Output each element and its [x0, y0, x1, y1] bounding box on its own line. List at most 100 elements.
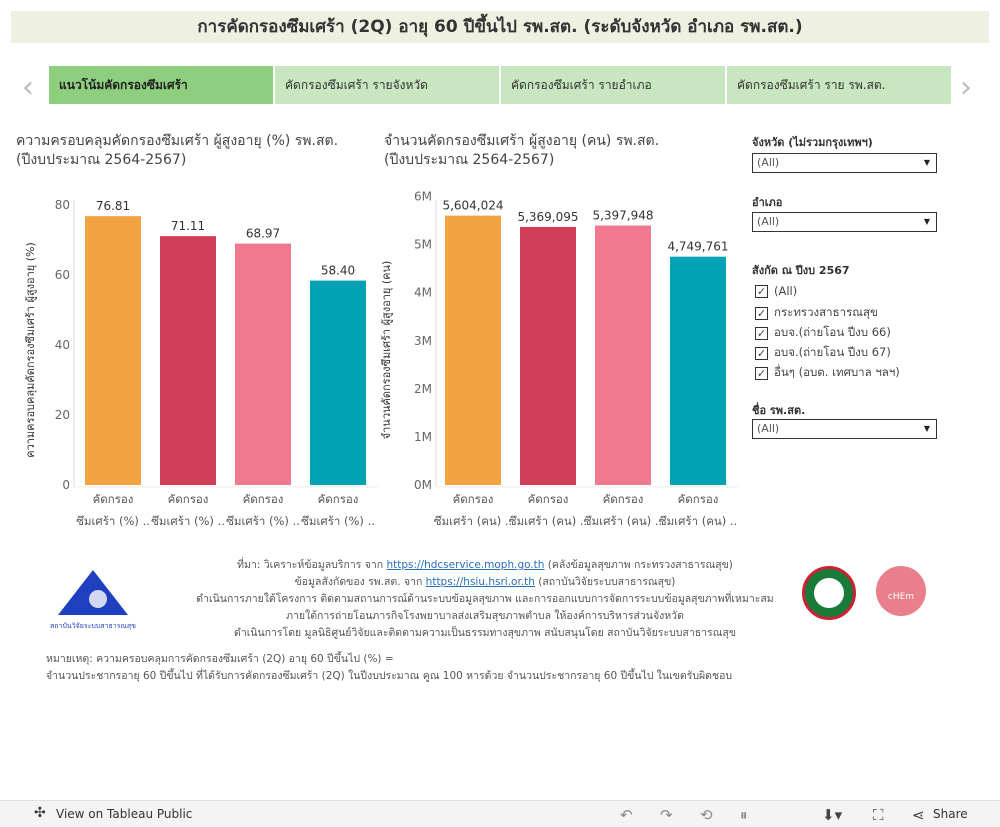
moph-logo — [802, 566, 856, 620]
bar-value-label: 5,397,948 — [592, 209, 653, 223]
bar-value-label: 4,749,761 — [667, 240, 728, 254]
footnote: หมายเหตุ: ความครอบคลุมการคัดกรองซึมเศร้า… — [46, 653, 733, 682]
affiliation-checkbox-moph[interactable]: ✓ กระทรวงสาธารณสุข — [755, 304, 878, 322]
tableau-toolbar: ✣ View on Tableau Public ↶ ↷ ⟲ ⏸ ⬇▾ ⛶ ⋖ … — [0, 800, 1000, 827]
y-axis-label: ความครอบคลุมคัดกรองซึมเศร้า ผู้สูงอายุ (… — [24, 242, 37, 458]
chart1-title: ความครอบคลุมคัดกรองซึมเศร้า ผู้สูงอายุ (… — [16, 133, 339, 168]
district-dropdown[interactable]: (All) ▼ — [752, 212, 937, 232]
hospital-dropdown[interactable]: (All) ▼ — [752, 419, 937, 439]
x-tick-label: คัดกรอง — [93, 492, 134, 506]
revert-icon[interactable]: ⟲ — [700, 806, 713, 824]
x-tick-label: ซึมเศร้า (%) .. — [226, 514, 300, 528]
redo-icon[interactable]: ↷ — [660, 806, 673, 824]
y-tick-label: 0M — [414, 478, 432, 492]
x-tick-label: คัดกรอง — [168, 492, 209, 506]
tab-prev-arrow[interactable]: ‹ — [22, 70, 34, 105]
x-tick-label: คัดกรอง — [528, 492, 569, 506]
bar — [235, 243, 291, 485]
hsiu-link[interactable]: https://hsiu.hsri.or.th — [425, 576, 535, 588]
y-tick-label: 5M — [414, 238, 432, 252]
province-dropdown[interactable]: (All) ▼ — [752, 153, 937, 173]
bar-value-label: 71.11 — [171, 219, 205, 233]
count-bar-chart: 0M 1M 2M 3M 4M 5M 6M จำนวนคัดกรองซึมเศร้า ผู้สู… — [380, 190, 738, 528]
x-tick-label: ซึมเศร้า (คน) .. — [584, 514, 662, 528]
checkbox-checked-icon: ✓ — [755, 326, 768, 340]
checkbox-label: (All) — [774, 284, 798, 298]
source-footer: ที่มา: วิเคราะห์ข้อมูลบริการ จาก https:/… — [196, 559, 774, 639]
checkbox-label: อบจ.(ถ่ายโอน ปีงบ 66) — [774, 325, 891, 339]
checkbox-label: อบจ.(ถ่ายโอน ปีงบ 67) — [774, 345, 891, 359]
x-tick-label: ซึมเศร้า (คน) .. — [434, 514, 512, 528]
y-axis-label: จำนวนคัดกรองซึมเศร้า ผู้สูงอายุ (คน) — [380, 261, 393, 440]
y-tick-label: 0 — [62, 478, 70, 492]
bar — [670, 256, 726, 485]
tab-district[interactable]: คัดกรองซึมเศร้า รายอำเภอ — [501, 66, 725, 104]
x-tick-label: ซึมเศร้า (คน) .. — [659, 514, 737, 528]
dropdown-arrow-icon: ▼ — [923, 158, 930, 167]
bar — [595, 225, 651, 485]
x-tick-label: ซึมเศร้า (%) .. — [151, 514, 225, 528]
undo-icon[interactable]: ↶ — [620, 806, 633, 824]
share-button[interactable]: Share — [933, 807, 968, 821]
share-icon[interactable]: ⋖ — [912, 806, 925, 824]
y-tick-label: 40 — [55, 338, 70, 352]
district-filter-label: อำเภอ — [752, 196, 783, 209]
x-tick-label: ซึมเศร้า (%) .. — [76, 514, 150, 528]
x-tick-label: คัดกรอง — [453, 492, 494, 506]
x-tick-label: คัดกรอง — [678, 492, 719, 506]
checkbox-checked-icon: ✓ — [755, 306, 768, 320]
checkbox-checked-icon: ✓ — [755, 366, 768, 380]
page-title: การคัดกรองซึมเศร้า (2Q) อายุ 60 ปีขึ้นไป… — [11, 11, 989, 43]
tab-trend[interactable]: แนวโน้มคัดกรองซึมเศร้า — [49, 66, 273, 104]
chart2-title: จำนวนคัดกรองซึมเศร้า ผู้สูงอายุ (คน) รพ.… — [384, 133, 660, 168]
x-tick-label: ซึมเศร้า (%) .. — [301, 514, 375, 528]
x-tick-label: ซึมเศร้า (คน) .. — [509, 514, 587, 528]
bar-value-label: 58.40 — [321, 264, 355, 278]
tab-hospital[interactable]: คัดกรองซึมเศร้า ราย รพ.สต. — [727, 66, 951, 104]
y-tick-label: 2M — [414, 382, 432, 396]
bar — [85, 216, 141, 485]
bar-value-label: 5,369,095 — [517, 210, 578, 224]
x-tick-label: คัดกรอง — [603, 492, 644, 506]
dropdown-arrow-icon: ▼ — [923, 217, 930, 226]
tab-province[interactable]: คัดกรองซึมเศร้า รายจังหวัด — [275, 66, 499, 104]
view-on-tableau-link[interactable]: View on Tableau Public — [56, 807, 193, 821]
dropdown-arrow-icon: ▼ — [923, 424, 930, 433]
x-tick-label: คัดกรอง — [318, 492, 359, 506]
pause-icon[interactable]: ⏸ — [740, 806, 748, 824]
tab-next-arrow[interactable]: › — [960, 70, 972, 105]
hdc-link[interactable]: https://hdcservice.moph.go.th — [386, 559, 545, 571]
bar-value-label: 68.97 — [246, 227, 280, 241]
bar — [160, 236, 216, 485]
y-tick-label: 1M — [414, 430, 432, 444]
fullscreen-icon[interactable]: ⛶ — [873, 806, 884, 824]
y-tick-label: 20 — [55, 408, 70, 422]
chem-logo: cHEm — [876, 566, 926, 616]
bar — [310, 280, 366, 485]
bar — [520, 226, 576, 485]
checkbox-label: อื่นๆ (อบต. เทศบาล ฯลฯ) — [774, 365, 900, 379]
checkbox-checked-icon: ✓ — [755, 346, 768, 360]
affiliation-checkbox-pao66[interactable]: ✓ อบจ.(ถ่ายโอน ปีงบ 66) — [755, 324, 891, 342]
y-tick-label: 3M — [414, 334, 432, 348]
bar-value-label: 76.81 — [96, 199, 130, 213]
x-tick-label: คัดกรอง — [243, 492, 284, 506]
coverage-bar-chart: 0 20 40 60 80 ความครอบคลุมคัดกรองซึมเศร้า ผู้… — [24, 198, 378, 528]
bar-value-label: 5,604,024 — [442, 199, 503, 213]
province-filter-label: จังหวัด (ไม่รวมกรุงเทพฯ) — [752, 136, 873, 149]
y-tick-label: 6M — [414, 190, 432, 204]
affiliation-checkbox-all[interactable]: ✓ (All) — [755, 284, 797, 298]
y-tick-label: 60 — [55, 268, 70, 282]
y-tick-label: 4M — [414, 286, 432, 300]
download-icon[interactable]: ⬇▾ — [822, 806, 843, 824]
affiliation-checkbox-pao67[interactable]: ✓ อบจ.(ถ่ายโอน ปีงบ 67) — [755, 344, 891, 362]
bar — [445, 215, 501, 485]
tableau-icon: ✣ — [34, 805, 46, 821]
checkbox-checked-icon: ✓ — [755, 284, 768, 298]
affiliation-checkbox-other[interactable]: ✓ อื่นๆ (อบต. เทศบาล ฯลฯ) — [755, 364, 900, 382]
checkbox-label: กระทรวงสาธารณสุข — [774, 305, 878, 319]
y-tick-label: 80 — [55, 198, 70, 212]
hsri-logo: สถาบันวิจัยระบบสาธารณสุข — [48, 567, 138, 630]
hsri-logo-text: สถาบันวิจัยระบบสาธารณสุข — [50, 622, 136, 630]
hospital-filter-label: ชื่อ รพ.สต. — [752, 404, 806, 417]
